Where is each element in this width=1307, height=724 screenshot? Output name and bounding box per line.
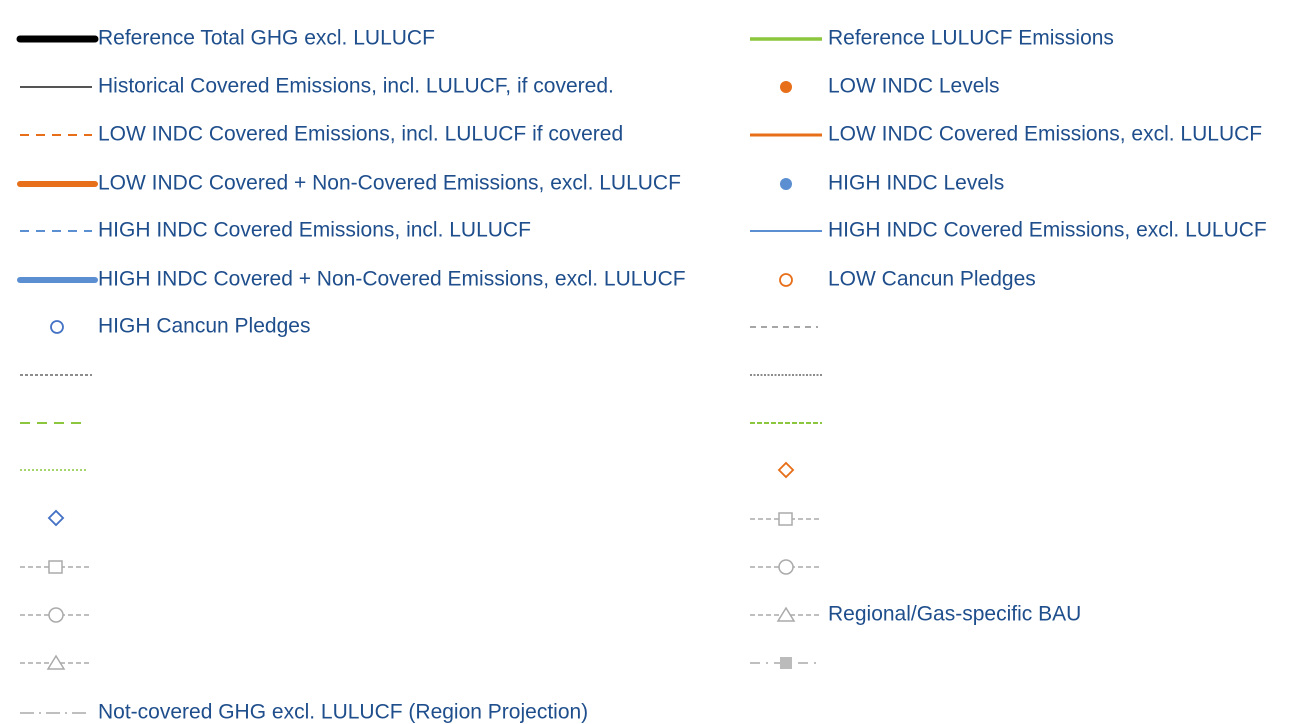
legend-label: HIGH Cancun Pledges [98, 315, 310, 338]
legend-label: LOW Cancun Pledges [828, 268, 1036, 291]
legend-label: LOW INDC Levels [828, 75, 1000, 98]
legend-label: Not-covered GHG excl. LULUCF (Region Pro… [98, 701, 588, 724]
legend-label: HIGH INDC Levels [828, 172, 1004, 195]
right-swatches [750, 37, 822, 669]
legend-label: Reference Total GHG excl. LULUCF [98, 27, 435, 50]
legend-label: Reference LULUCF Emissions [828, 27, 1114, 50]
legend-label: HIGH INDC Covered + Non-Covered Emission… [98, 268, 686, 291]
right-labels: Reference LULUCF Emissions LOW INDC Leve… [828, 27, 1267, 626]
legend-label: Historical Covered Emissions, incl. LULU… [98, 75, 614, 98]
left-labels: Reference Total GHG excl. LULUCF Histori… [98, 27, 686, 724]
legend-label: Regional/Gas-specific BAU [828, 603, 1081, 626]
legend-label: LOW INDC Covered + Non-Covered Emissions… [98, 172, 681, 195]
legend-label: HIGH INDC Covered Emissions, incl. LULUC… [98, 219, 531, 242]
legend-label: HIGH INDC Covered Emissions, excl. LULUC… [828, 219, 1267, 242]
legend-label: LOW INDC Covered Emissions, excl. LULUCF [828, 123, 1262, 146]
left-swatches [16, 35, 99, 714]
legend-label: LOW INDC Covered Emissions, incl. LULUCF… [98, 123, 623, 146]
